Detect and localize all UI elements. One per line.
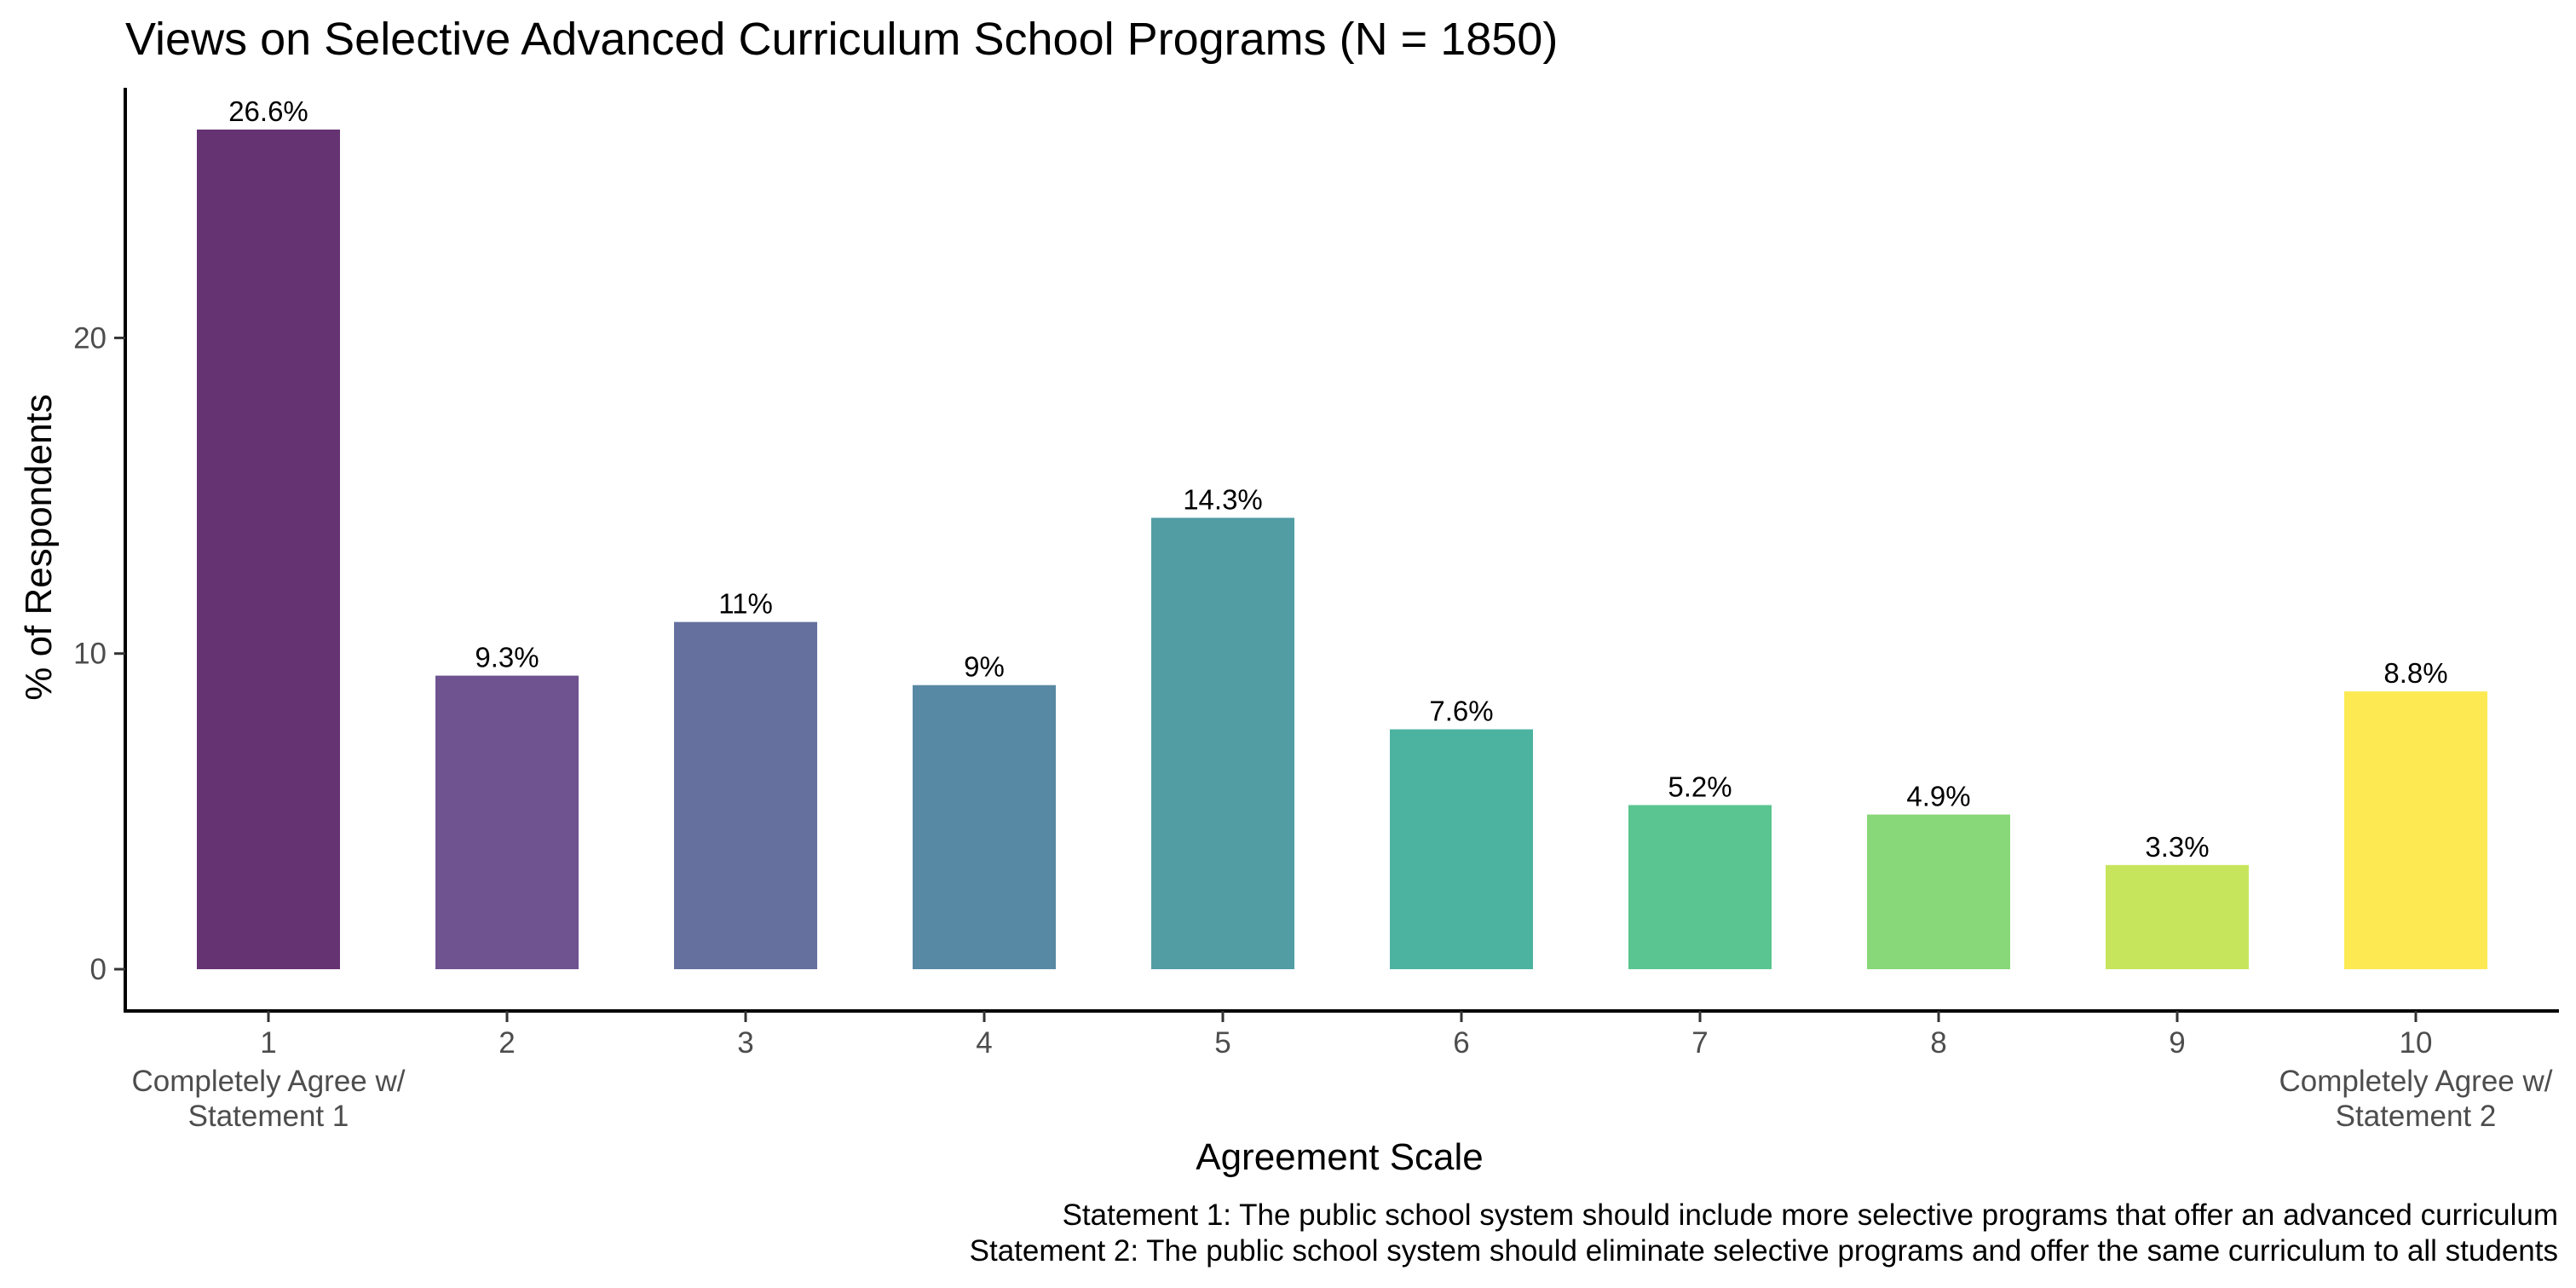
plot-area: 0 10 20 26.6% 1 Completely Agree w/Statement … (73, 88, 2559, 1133)
x-tick-label: 9 (2169, 1026, 2185, 1060)
bar-1 (197, 130, 340, 969)
bar-value-label: 11% (718, 588, 773, 620)
y-tick-label: 10 (73, 638, 107, 671)
bar-8 (1867, 814, 2010, 969)
bar-value-label: 26.6% (228, 95, 308, 127)
x-tick-label: 5 (1214, 1026, 1230, 1060)
bar-value-label: 5.2% (1668, 771, 1732, 802)
bar-value-label: 14.3% (1183, 483, 1263, 515)
x-tick-label: 1 (260, 1026, 276, 1060)
caption-statement-1: Statement 1: The public school system sh… (1063, 1198, 2558, 1232)
y-axis-title: % of Respondents (18, 394, 60, 701)
bar-3 (674, 621, 817, 969)
x-tick-label: 8 (1930, 1026, 1946, 1060)
bar-value-label: 4.9% (1906, 781, 1970, 812)
bar-value-label: 7.6% (1429, 696, 1493, 727)
x-tick-sublabel: Statement 2 (2336, 1100, 2497, 1133)
bar-value-label: 9% (964, 651, 1005, 683)
y-tick-label: 0 (90, 953, 107, 986)
bar-value-label: 9.3% (475, 642, 539, 673)
x-tick-label: 4 (976, 1026, 992, 1060)
x-axis-title: Agreement Scale (1196, 1136, 1484, 1178)
bar-4 (913, 684, 1056, 969)
bar-10 (2344, 691, 2487, 969)
x-tick-sublabel: Statement 1 (188, 1100, 349, 1133)
x-tick-label: 3 (737, 1026, 753, 1060)
x-tick-sublabel: Completely Agree w/ (2279, 1065, 2553, 1098)
bar-value-label: 3.3% (2145, 831, 2209, 863)
x-tick-label: 7 (1691, 1026, 1708, 1060)
bar-7 (1628, 805, 1772, 969)
y-tick-label: 20 (73, 321, 107, 355)
bar-2 (435, 675, 579, 969)
bar-value-label: 8.8% (2383, 657, 2447, 689)
x-tick-sublabel: Completely Agree w/ (132, 1065, 406, 1098)
bar-5 (1151, 517, 1294, 969)
chart-title: Views on Selective Advanced Curriculum S… (125, 14, 1558, 65)
caption-statement-2: Statement 2: The public school system sh… (970, 1234, 2558, 1268)
x-tick-label: 2 (498, 1026, 515, 1060)
x-tick-label: 6 (1453, 1026, 1469, 1060)
bar-9 (2106, 864, 2249, 969)
x-tick-label: 10 (2400, 1026, 2433, 1060)
bar-6 (1390, 729, 1533, 969)
